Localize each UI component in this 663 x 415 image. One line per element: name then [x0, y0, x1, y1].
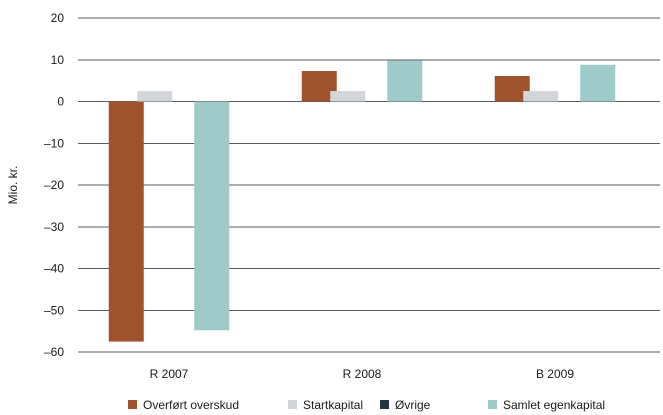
bar [523, 91, 559, 102]
y-tick-label: 10 [51, 53, 65, 67]
y-tick-label: –30 [44, 220, 64, 234]
y-tick-label: –60 [44, 345, 64, 359]
y-axis-label: Mio. kr. [6, 166, 20, 205]
legend-label: Samlet egenkapital [503, 398, 605, 412]
bar [330, 91, 366, 102]
legend-swatch [380, 400, 389, 409]
y-tick-labels: 20 10 0 –10 –20 –30 –40 –50 –60 [44, 11, 64, 359]
legend-label: Startkapital [303, 398, 363, 412]
category-label: R 2008 [343, 367, 382, 381]
legend: Overført overskud Startkapital Øvrige Samle… [128, 398, 605, 412]
legend-swatch [488, 400, 497, 409]
bars [108, 60, 616, 342]
y-tick-label: –10 [44, 136, 64, 150]
y-tick-label: 0 [57, 95, 64, 109]
bar [387, 60, 423, 102]
category-labels: R 2007 R 2008 B 2009 [150, 367, 575, 381]
y-tick-label: –20 [44, 178, 64, 192]
legend-label: Overført overskud [143, 398, 239, 412]
legend-label: Øvrige [395, 398, 431, 412]
category-label: R 2007 [150, 367, 189, 381]
bar [194, 101, 230, 331]
category-label: B 2009 [536, 367, 574, 381]
bar [580, 64, 616, 102]
legend-swatch [288, 400, 297, 409]
grid [78, 17, 660, 353]
bar [108, 101, 144, 342]
y-tick-label: –40 [44, 262, 64, 276]
legend-swatch [128, 400, 137, 409]
bar [137, 91, 173, 102]
y-tick-label: –50 [44, 303, 64, 317]
y-tick-label: 20 [51, 11, 65, 25]
